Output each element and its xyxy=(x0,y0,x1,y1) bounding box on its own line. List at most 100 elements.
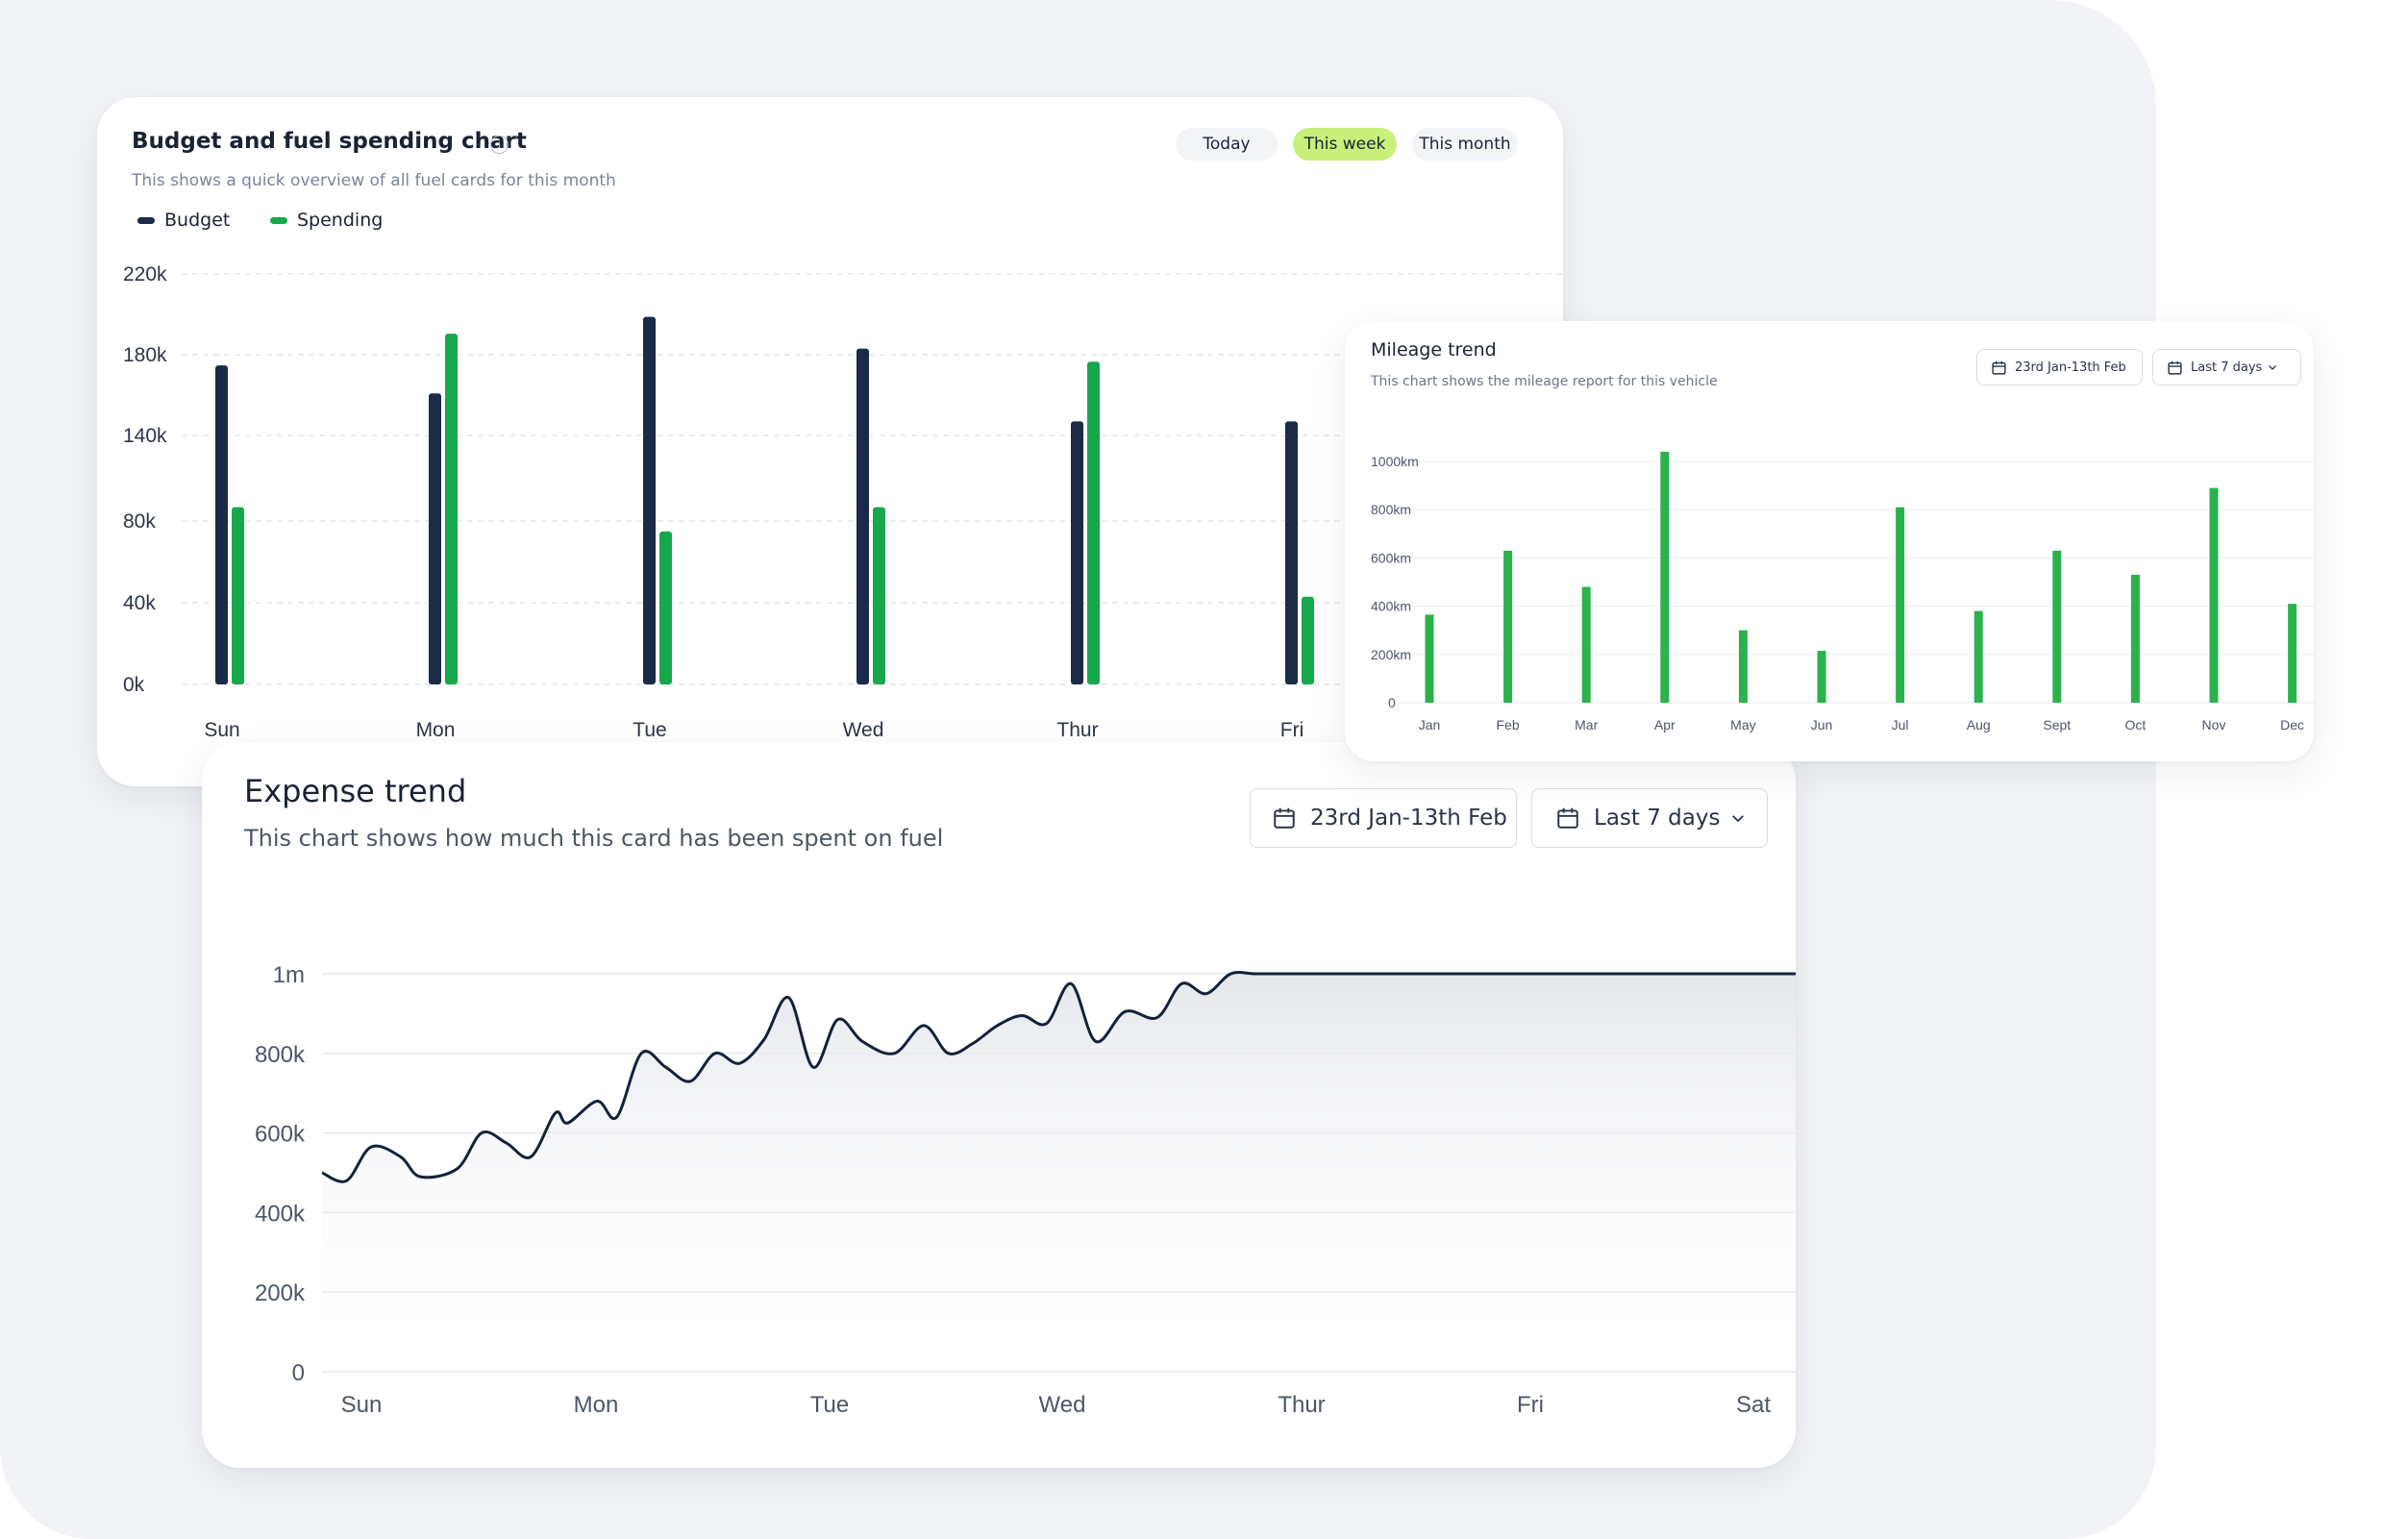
budget-spending-card: Budget and fuel spending chart i This sh… xyxy=(97,97,1563,786)
x-tick-label: Oct xyxy=(2125,717,2147,732)
tab-this-week[interactable]: This week xyxy=(1293,128,1397,161)
y-tick-label: 200km xyxy=(1371,647,1411,662)
y-tick-label: 1000km xyxy=(1371,454,1419,469)
mileage-period-dropdown[interactable]: Last 7 days xyxy=(2152,349,2301,385)
spending-bar xyxy=(445,334,458,684)
tab-this-month[interactable]: This month xyxy=(1412,128,1518,161)
spending-bar xyxy=(873,507,885,684)
x-tick-label: Mon xyxy=(574,1392,619,1418)
spending-bar xyxy=(232,507,244,684)
info-icon[interactable]: i xyxy=(490,136,509,154)
y-tick-label: 400k xyxy=(255,1201,306,1227)
chevron-down-icon xyxy=(2269,365,2277,370)
legend-spending: Spending xyxy=(270,210,383,231)
x-tick-label: Thur xyxy=(1056,719,1098,741)
legend-budget-label: Budget xyxy=(164,210,231,231)
y-tick-label: 800k xyxy=(255,1042,306,1068)
expense-date-range-label: 23rd Jan-13th Feb xyxy=(1310,806,1507,831)
x-tick-label: Sun xyxy=(341,1392,383,1418)
x-tick-label: Thur xyxy=(1278,1392,1325,1418)
budget-bar-chart: 0k 40k 80k 140k 180k 220k Sun Mon Tue Wed Thur Fri xyxy=(123,263,1563,741)
expense-card-subtitle: This chart shows how much this card has … xyxy=(244,825,944,852)
x-tick-label: Jul xyxy=(1892,717,1909,732)
mileage-bar xyxy=(2209,487,2219,703)
x-tick-label: Sat xyxy=(1736,1392,1771,1418)
legend-spending-label: Spending xyxy=(297,210,384,231)
x-tick-label: Mon xyxy=(416,719,456,741)
mileage-bar xyxy=(1425,614,1434,703)
budget-bar xyxy=(215,365,228,684)
y-tick-label: 1m xyxy=(273,962,305,988)
y-tick-label: 220k xyxy=(123,263,167,285)
mileage-bar xyxy=(2052,550,2062,703)
mileage-period-label: Last 7 days xyxy=(2191,360,2263,375)
mileage-bar xyxy=(1503,550,1513,703)
expense-card-title: Expense trend xyxy=(244,773,467,809)
calendar-icon xyxy=(1992,360,2006,375)
mileage-bar xyxy=(1817,651,1826,703)
x-tick-label: Feb xyxy=(1497,717,1520,732)
tab-today[interactable]: Today xyxy=(1176,128,1278,161)
mileage-bar-chart: 0 200km 400km 600km 800km 1000km Jan Feb Mar Apr M… xyxy=(1371,451,2314,732)
mileage-trend-card: Mileage trend This chart shows the milea… xyxy=(1345,321,2314,761)
mileage-bar xyxy=(2288,604,2297,703)
expense-date-range-button[interactable]: 23rd Jan-13th Feb xyxy=(1250,788,1517,848)
y-tick-label: 40k xyxy=(123,592,156,614)
x-tick-label: Fri xyxy=(1517,1392,1544,1418)
calendar-icon xyxy=(1557,807,1578,829)
y-tick-label: 600k xyxy=(255,1122,306,1148)
calendar-icon xyxy=(1274,807,1295,829)
y-tick-label: 800km xyxy=(1371,502,1411,517)
budget-bar xyxy=(1071,421,1083,684)
mileage-date-range-button[interactable]: 23rd Jan-13th Feb xyxy=(1976,349,2143,385)
legend-budget-swatch xyxy=(137,216,155,224)
legend-budget: Budget xyxy=(137,210,230,231)
y-tick-label: 80k xyxy=(123,510,156,533)
x-tick-label: Sept xyxy=(2043,717,2071,732)
budget-bar xyxy=(856,348,869,684)
x-tick-label: Apr xyxy=(1654,717,1676,732)
chevron-down-icon xyxy=(1732,815,1745,823)
y-tick-label: 600km xyxy=(1371,550,1411,565)
y-tick-label: 180k xyxy=(123,344,167,366)
mileage-card-title: Mileage trend xyxy=(1371,339,1497,360)
x-tick-label: May xyxy=(1730,717,1755,732)
y-tick-label: 0k xyxy=(123,674,145,696)
calendar-icon xyxy=(2168,360,2182,375)
y-tick-label: 0 xyxy=(1388,695,1396,710)
mileage-bar xyxy=(1974,610,1983,703)
x-tick-label: Aug xyxy=(1967,717,1991,732)
x-tick-label: Jan xyxy=(1419,717,1441,732)
budget-bar xyxy=(643,316,656,684)
budget-card-title: Budget and fuel spending chart xyxy=(132,129,527,154)
spending-bar xyxy=(1087,361,1100,684)
y-tick-label: 400km xyxy=(1371,599,1411,614)
y-tick-label: 0 xyxy=(292,1360,305,1386)
spending-bar xyxy=(659,531,672,684)
expense-line xyxy=(321,970,1796,1183)
x-tick-label: Wed xyxy=(1039,1392,1086,1418)
expense-area-chart: 0 200k 400k 600k 800k 1m Sun Mon Tue Wed Thur Fri Sa… xyxy=(255,962,1796,1418)
mileage-bar xyxy=(1581,586,1591,703)
mileage-bar xyxy=(1896,507,1905,703)
y-tick-label: 200k xyxy=(255,1280,306,1306)
x-tick-label: Dec xyxy=(2280,717,2304,732)
legend-spending-swatch xyxy=(270,216,287,224)
expense-trend-card: Expense trend This chart shows how much … xyxy=(202,742,1796,1468)
expense-area xyxy=(322,972,1796,1372)
budget-card-subtitle: This shows a quick overview of all fuel … xyxy=(132,171,616,190)
x-tick-label: Fri xyxy=(1280,719,1304,741)
mileage-bar xyxy=(1660,451,1670,703)
expense-period-label: Last 7 days xyxy=(1594,806,1721,831)
y-tick-label: 140k xyxy=(123,425,167,447)
mileage-bar xyxy=(2130,574,2140,703)
x-tick-label: Wed xyxy=(843,719,884,741)
x-tick-label: Tue xyxy=(810,1392,849,1418)
x-tick-label: Sun xyxy=(204,719,239,741)
x-tick-label: Mar xyxy=(1575,717,1598,732)
mileage-bar xyxy=(1738,630,1748,703)
expense-period-dropdown[interactable]: Last 7 days xyxy=(1531,788,1768,848)
budget-bar xyxy=(1285,421,1298,684)
mileage-date-range-label: 23rd Jan-13th Feb xyxy=(2015,360,2126,375)
budget-bar xyxy=(429,393,441,684)
